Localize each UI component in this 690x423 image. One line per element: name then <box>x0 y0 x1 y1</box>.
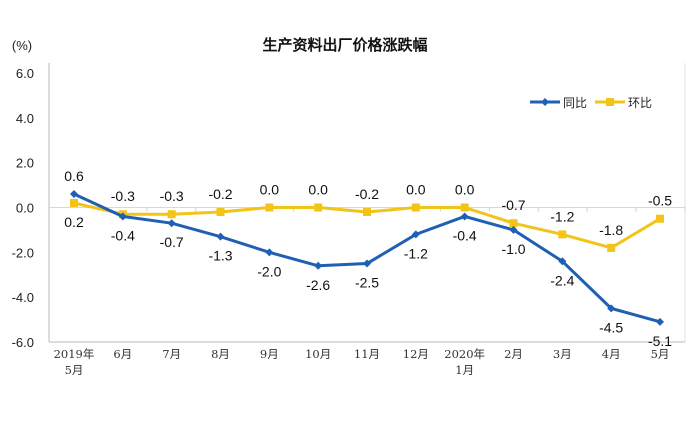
data-label-mom: -0.3 <box>160 188 184 204</box>
data-label-mom: 0.0 <box>406 182 426 198</box>
x-tick-label: 2020年 <box>444 347 485 361</box>
x-tick-label: 5月 <box>65 363 84 377</box>
x-tick-label: 12月 <box>403 347 429 361</box>
data-point-yoy <box>460 212 469 221</box>
x-tick-label: 6月 <box>113 347 132 361</box>
x-tick-label: 1月 <box>455 363 474 377</box>
y-axis-unit: (%) <box>12 38 32 53</box>
data-label-yoy: 0.6 <box>64 168 84 184</box>
data-point-mom <box>460 203 469 212</box>
x-tick-label: 3月 <box>553 347 572 361</box>
data-point-yoy <box>167 219 176 228</box>
data-label-yoy: -5.1 <box>648 333 672 349</box>
chart-title: 生产资料出厂价格涨跌幅 <box>262 36 427 54</box>
y-tick-label: -6.0 <box>12 335 34 350</box>
x-tick-label: 7月 <box>162 347 181 361</box>
data-label-yoy: -1.0 <box>501 241 525 257</box>
y-tick-label: -4.0 <box>12 290 34 305</box>
data-label-mom: -1.2 <box>550 208 574 224</box>
data-point-mom <box>167 210 176 219</box>
x-tick-label: 11月 <box>354 347 380 361</box>
legend-label-mom: 环比 <box>628 96 652 110</box>
data-point-mom <box>411 203 420 212</box>
data-point-mom <box>363 207 371 216</box>
x-tick-label: 9月 <box>260 347 279 361</box>
data-point-yoy <box>118 212 127 221</box>
legend-label-yoy: 同比 <box>563 96 587 110</box>
y-tick-label: 0.0 <box>16 201 34 216</box>
x-tick-label: 2月 <box>504 347 523 361</box>
data-label-mom: 0.0 <box>308 182 328 198</box>
legend-marker-mom <box>606 98 614 106</box>
data-label-yoy: -0.7 <box>160 234 184 250</box>
data-point-yoy <box>411 230 420 239</box>
data-label-mom: -0.2 <box>355 186 379 202</box>
data-point-yoy <box>265 248 274 257</box>
data-label-mom: 0.0 <box>260 182 280 198</box>
data-label-mom: 0.0 <box>455 182 475 198</box>
data-point-yoy <box>656 317 664 326</box>
data-point-mom <box>265 203 274 212</box>
data-point-yoy <box>558 257 567 266</box>
data-point-mom <box>216 207 225 216</box>
data-label-yoy: -1.2 <box>404 245 428 261</box>
data-label-yoy: -2.5 <box>355 275 379 291</box>
data-label-yoy: -2.6 <box>306 277 330 293</box>
data-label-mom: -0.3 <box>111 188 135 204</box>
y-tick-label: 6.0 <box>16 66 34 81</box>
data-point-mom <box>509 219 518 228</box>
legend: 同比 环比 <box>530 96 652 110</box>
y-tick-label: -2.0 <box>12 245 34 260</box>
data-label-mom: 0.2 <box>64 214 84 230</box>
x-tick-label: 5月 <box>651 347 670 361</box>
data-label-mom: -0.7 <box>501 197 525 213</box>
data-point-mom <box>607 243 616 252</box>
legend-marker-yoy <box>541 98 549 106</box>
data-point-yoy <box>216 232 225 241</box>
data-label-mom: -0.5 <box>648 193 672 209</box>
data-point-yoy <box>607 304 616 313</box>
data-point-mom <box>70 199 78 208</box>
data-label-yoy: -0.4 <box>111 227 135 243</box>
data-label-yoy: -2.0 <box>257 263 281 279</box>
data-label-yoy: -1.3 <box>208 248 232 264</box>
data-point-yoy <box>314 261 323 270</box>
x-tick-label: 2019年 <box>54 347 95 361</box>
data-label-yoy: -0.4 <box>453 227 477 243</box>
y-tick-label: 4.0 <box>16 111 34 126</box>
data-label-mom: -1.8 <box>599 222 623 238</box>
data-label-mom: -0.2 <box>208 186 232 202</box>
x-tick-label: 10月 <box>305 347 331 361</box>
data-point-mom <box>558 230 567 239</box>
data-point-yoy <box>70 190 78 199</box>
data-point-mom <box>656 214 664 223</box>
data-label-yoy: -4.5 <box>599 319 623 335</box>
data-label-yoy: -2.4 <box>550 272 574 288</box>
y-tick-label: 2.0 <box>16 156 34 171</box>
x-tick-label: 8月 <box>211 347 230 361</box>
data-point-mom <box>314 203 323 212</box>
data-point-yoy <box>509 225 518 234</box>
data-point-yoy <box>363 259 371 268</box>
x-tick-label: 4月 <box>602 347 621 361</box>
